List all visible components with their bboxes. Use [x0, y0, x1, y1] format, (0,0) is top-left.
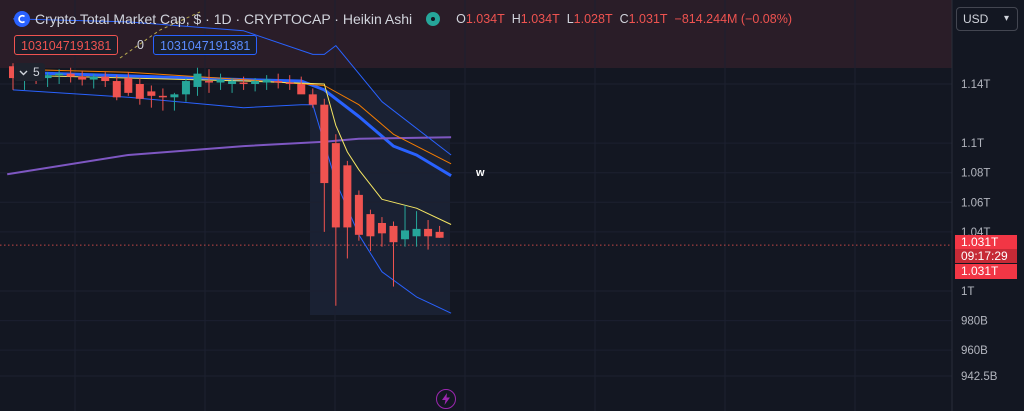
eye-icon[interactable]	[426, 12, 441, 26]
y-tick-label: 1.1T	[961, 138, 984, 150]
candle-body	[331, 143, 340, 228]
series-line-4	[12, 18, 452, 156]
candle-body	[308, 94, 317, 105]
indicators-toggle[interactable]: 5	[14, 63, 45, 81]
candle-body	[78, 76, 87, 80]
candle-body	[181, 81, 190, 95]
currency-select[interactable]: USD ▾	[956, 7, 1018, 31]
candle-body	[158, 95, 167, 98]
candle-body	[43, 75, 52, 79]
candle-body	[66, 73, 75, 77]
candle-body	[193, 73, 202, 87]
candle-body	[377, 222, 386, 234]
drawing-line	[119, 11, 201, 59]
y-tick-label: 1.08T	[961, 168, 990, 180]
candle-body	[389, 225, 398, 243]
candle-body	[101, 76, 110, 82]
y-tick-label: 1.06T	[961, 197, 990, 209]
candle-body	[251, 81, 260, 84]
y-tick-label: 942.5B	[961, 371, 998, 383]
candle-body	[112, 81, 121, 98]
lightning-icon[interactable]	[436, 389, 456, 409]
ohlc-open: O1.034T	[456, 12, 505, 26]
chart-header: Crypto Total Market Cap, $ · 1D · CRYPTO…	[14, 9, 792, 29]
candle-body	[424, 228, 433, 237]
candle-body	[205, 81, 214, 83]
candle-body	[135, 84, 144, 99]
candle-body	[297, 84, 306, 95]
y-tick-label: 960B	[961, 345, 988, 357]
bar-countdown: 09:17:29	[955, 249, 1017, 263]
currency-label: USD	[963, 12, 989, 26]
close-price-label: 1.031T	[955, 264, 1017, 279]
series-line-1	[7, 136, 452, 176]
indicator-count: 5	[33, 65, 40, 79]
candle-body	[228, 81, 237, 84]
candle-body	[320, 104, 329, 184]
chart-title[interactable]: Crypto Total Market Cap, $ · 1D · CRYPTO…	[35, 11, 413, 27]
candle-body	[354, 194, 363, 235]
candle-body	[435, 231, 444, 238]
ohlc-readout: O1.034T H1.034T L1.028T C1.031T −814.244…	[456, 12, 792, 26]
wave-marker: w	[476, 167, 485, 179]
buy-price-badge[interactable]: 1031047191381	[153, 35, 258, 55]
chevron-down-icon	[19, 63, 28, 81]
ohlc-close: C1.031T	[619, 12, 668, 26]
candle-body	[274, 81, 283, 83]
candle-body	[412, 228, 421, 237]
candle-body	[124, 78, 133, 93]
sell-price-badge[interactable]: 1031047191381	[14, 35, 119, 55]
ohlc-low: L1.028T	[566, 12, 613, 26]
candle-body	[147, 91, 156, 96]
y-tick-label: 1.14T	[961, 79, 990, 91]
candle-body	[366, 214, 375, 237]
candle-body	[401, 230, 410, 240]
high-zone-shading	[0, 0, 952, 68]
candle-body	[343, 165, 352, 228]
candle-body	[285, 82, 294, 85]
ohlc-high: H1.034T	[511, 12, 560, 26]
candle-body	[89, 76, 98, 80]
cryptocap-logo-icon	[14, 11, 30, 27]
candle-body	[170, 94, 179, 98]
candle-body	[216, 79, 225, 83]
last-price-label: 1.031T	[955, 235, 1017, 249]
candle-body	[9, 66, 17, 79]
chevron-down-icon: ▾	[1003, 13, 1009, 24]
ohlc-change: −814.244M (−0.08%)	[674, 12, 792, 26]
candle-body	[55, 73, 64, 76]
candle-body	[239, 82, 248, 85]
y-tick-label: 1T	[961, 286, 974, 298]
spread-value: 0	[137, 38, 144, 52]
y-tick-label: 980B	[961, 316, 988, 328]
candle-body	[262, 79, 271, 83]
